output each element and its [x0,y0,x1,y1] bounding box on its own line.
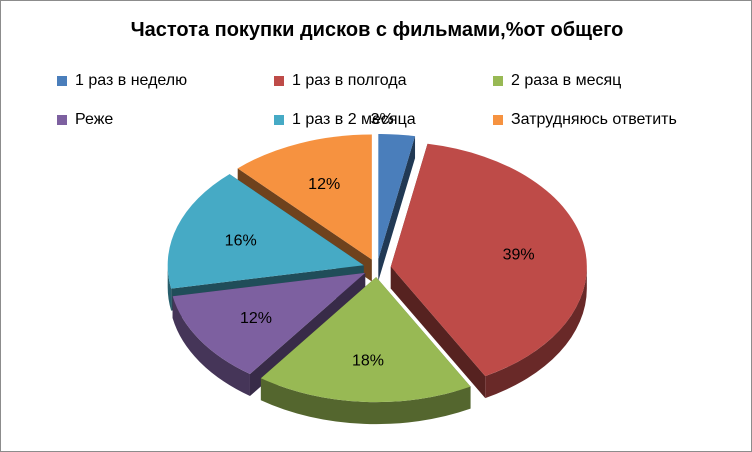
legend-item-4: Реже [57,110,113,130]
legend-swatch [274,76,284,86]
legend-label: 1 раз в 2 месяца [292,111,416,128]
pie-slice-label-2: 39% [503,247,535,264]
legend-item-1: 1 раз в неделю [57,71,187,91]
pie-slice-3 [260,277,471,403]
legend-label: 1 раз в неделю [75,72,188,89]
legend-label: Затрудняюсь ответить [511,111,677,128]
pie-slice-edge-2 [485,266,587,399]
pie-slice-label-6: 12% [308,176,340,193]
pie-slice-edge-3 [260,378,471,425]
pie-slice-wall-2 [390,266,486,399]
legend-label: 2 раза в месяц [511,72,622,89]
legend-label: 1 раз в полгода [292,72,407,89]
pie-slice-wall-1 [378,136,416,281]
legend-label: Реже [75,111,114,128]
pie-slice-2 [390,143,587,377]
pie-label-layer: 3% 39% 18% 12% 16% 12% [225,111,535,369]
pie-slice-6 [237,134,372,260]
pie-slice-1 [378,133,416,259]
legend-swatch [493,76,503,86]
legend-item-3: 2 раза в месяц [493,71,621,91]
chart-title: Частота покупки дисков с фильмами,%от об… [130,19,624,41]
pie-slice-label-3: 18% [352,352,384,369]
legend-swatch [57,76,67,86]
pie-top-layer [167,133,587,403]
legend-swatch [274,115,284,125]
pie-slice-label-4: 12% [240,310,272,327]
legend-swatch [493,115,503,125]
legend-item-2: 1 раз в полгода [274,71,407,91]
legend-item-5: 1 раз в 2 месяца [274,110,416,130]
pie-slice-label-5: 16% [225,233,257,250]
pie-slice-label-1: 3% [371,111,394,128]
pie-slice-edge-5 [167,265,172,311]
pie-slice-4 [172,272,366,375]
legend-item-6: Затрудняюсь ответить [493,110,677,130]
pie-slice-edge-4 [172,296,250,397]
pie-slice-5 [167,174,364,289]
legend-swatch [57,115,67,125]
